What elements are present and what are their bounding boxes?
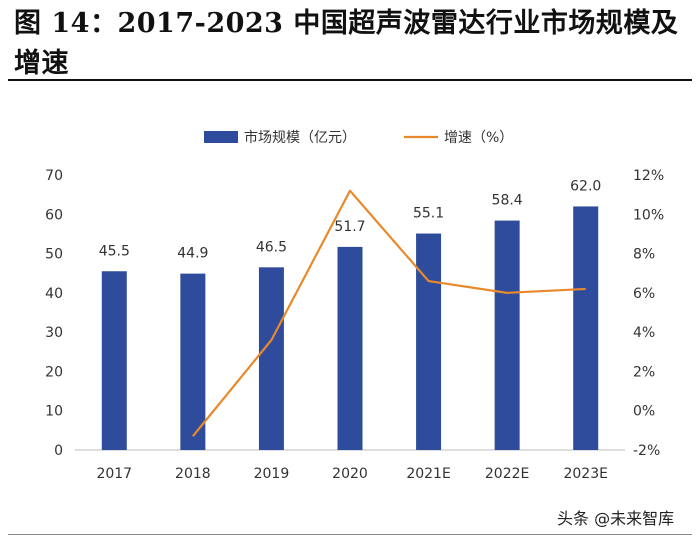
legend-label-bar: 市场规模（亿元） — [244, 129, 356, 146]
right-tick-label: 12% — [633, 168, 664, 184]
bar — [101, 271, 127, 450]
left-tick-label: 60 — [45, 207, 63, 223]
x-tick-label: 2020 — [332, 466, 368, 482]
right-tick-label: 0% — [633, 404, 655, 420]
x-tick-label: 2023E — [563, 466, 607, 482]
x-tick-label: 2021E — [406, 466, 450, 482]
x-tick-label: 2018 — [175, 466, 211, 482]
bottom-rule — [8, 534, 692, 535]
bar — [416, 233, 442, 450]
left-tick-label: 0 — [54, 443, 63, 459]
right-tick-label: 2% — [633, 364, 655, 380]
legend-label-line: 增速（%） — [444, 130, 513, 146]
bar-labels: 45.5 44.9 46.5 51.7 55.1 58.4 62.0 — [99, 178, 602, 261]
legend: 市场规模（亿元） 增速（%） — [204, 129, 513, 146]
bar — [258, 267, 284, 450]
left-tick-label: 10 — [45, 404, 63, 420]
left-tick-label: 40 — [45, 286, 63, 302]
bar-value-label: 62.0 — [570, 178, 601, 194]
right-tick-label: 4% — [633, 325, 655, 341]
bar-series — [101, 206, 599, 450]
bar — [494, 220, 520, 450]
bar — [337, 246, 363, 450]
legend-swatch-bar — [204, 131, 238, 143]
bar — [180, 273, 206, 450]
x-tick-label: 2019 — [254, 466, 290, 482]
right-tick-label: 6% — [633, 286, 655, 302]
line-series — [192, 189, 586, 437]
right-tick-label: -2% — [633, 443, 660, 459]
title-rule — [8, 79, 692, 81]
axes: 0 10 20 30 40 50 60 70 -2% 0% 2% 4% 6% 8% 10% 12% 2017 20… — [45, 168, 664, 482]
left-tick-label: 30 — [45, 325, 63, 341]
left-tick-label: 20 — [45, 364, 63, 380]
x-tick-label: 2017 — [96, 466, 132, 482]
bar-value-label: 51.7 — [334, 219, 365, 235]
right-tick-label: 10% — [633, 207, 664, 223]
right-tick-label: 8% — [633, 247, 655, 263]
left-tick-label: 50 — [45, 247, 63, 263]
chart-title: 图 14：2017-2023 中国超声波雷达行业市场规模及增速 — [14, 8, 679, 79]
bar — [573, 206, 599, 450]
x-tick-label: 2022E — [485, 466, 529, 482]
left-tick-label: 70 — [45, 168, 63, 184]
bar-value-label: 45.5 — [99, 243, 130, 259]
bar-value-label: 58.4 — [492, 193, 523, 209]
watermark: 头条 @未来智库 — [557, 509, 675, 528]
growth-line — [192, 189, 586, 437]
bar-value-label: 44.9 — [177, 246, 208, 262]
bar-value-label: 46.5 — [256, 239, 287, 255]
bar-value-label: 55.1 — [413, 206, 444, 222]
